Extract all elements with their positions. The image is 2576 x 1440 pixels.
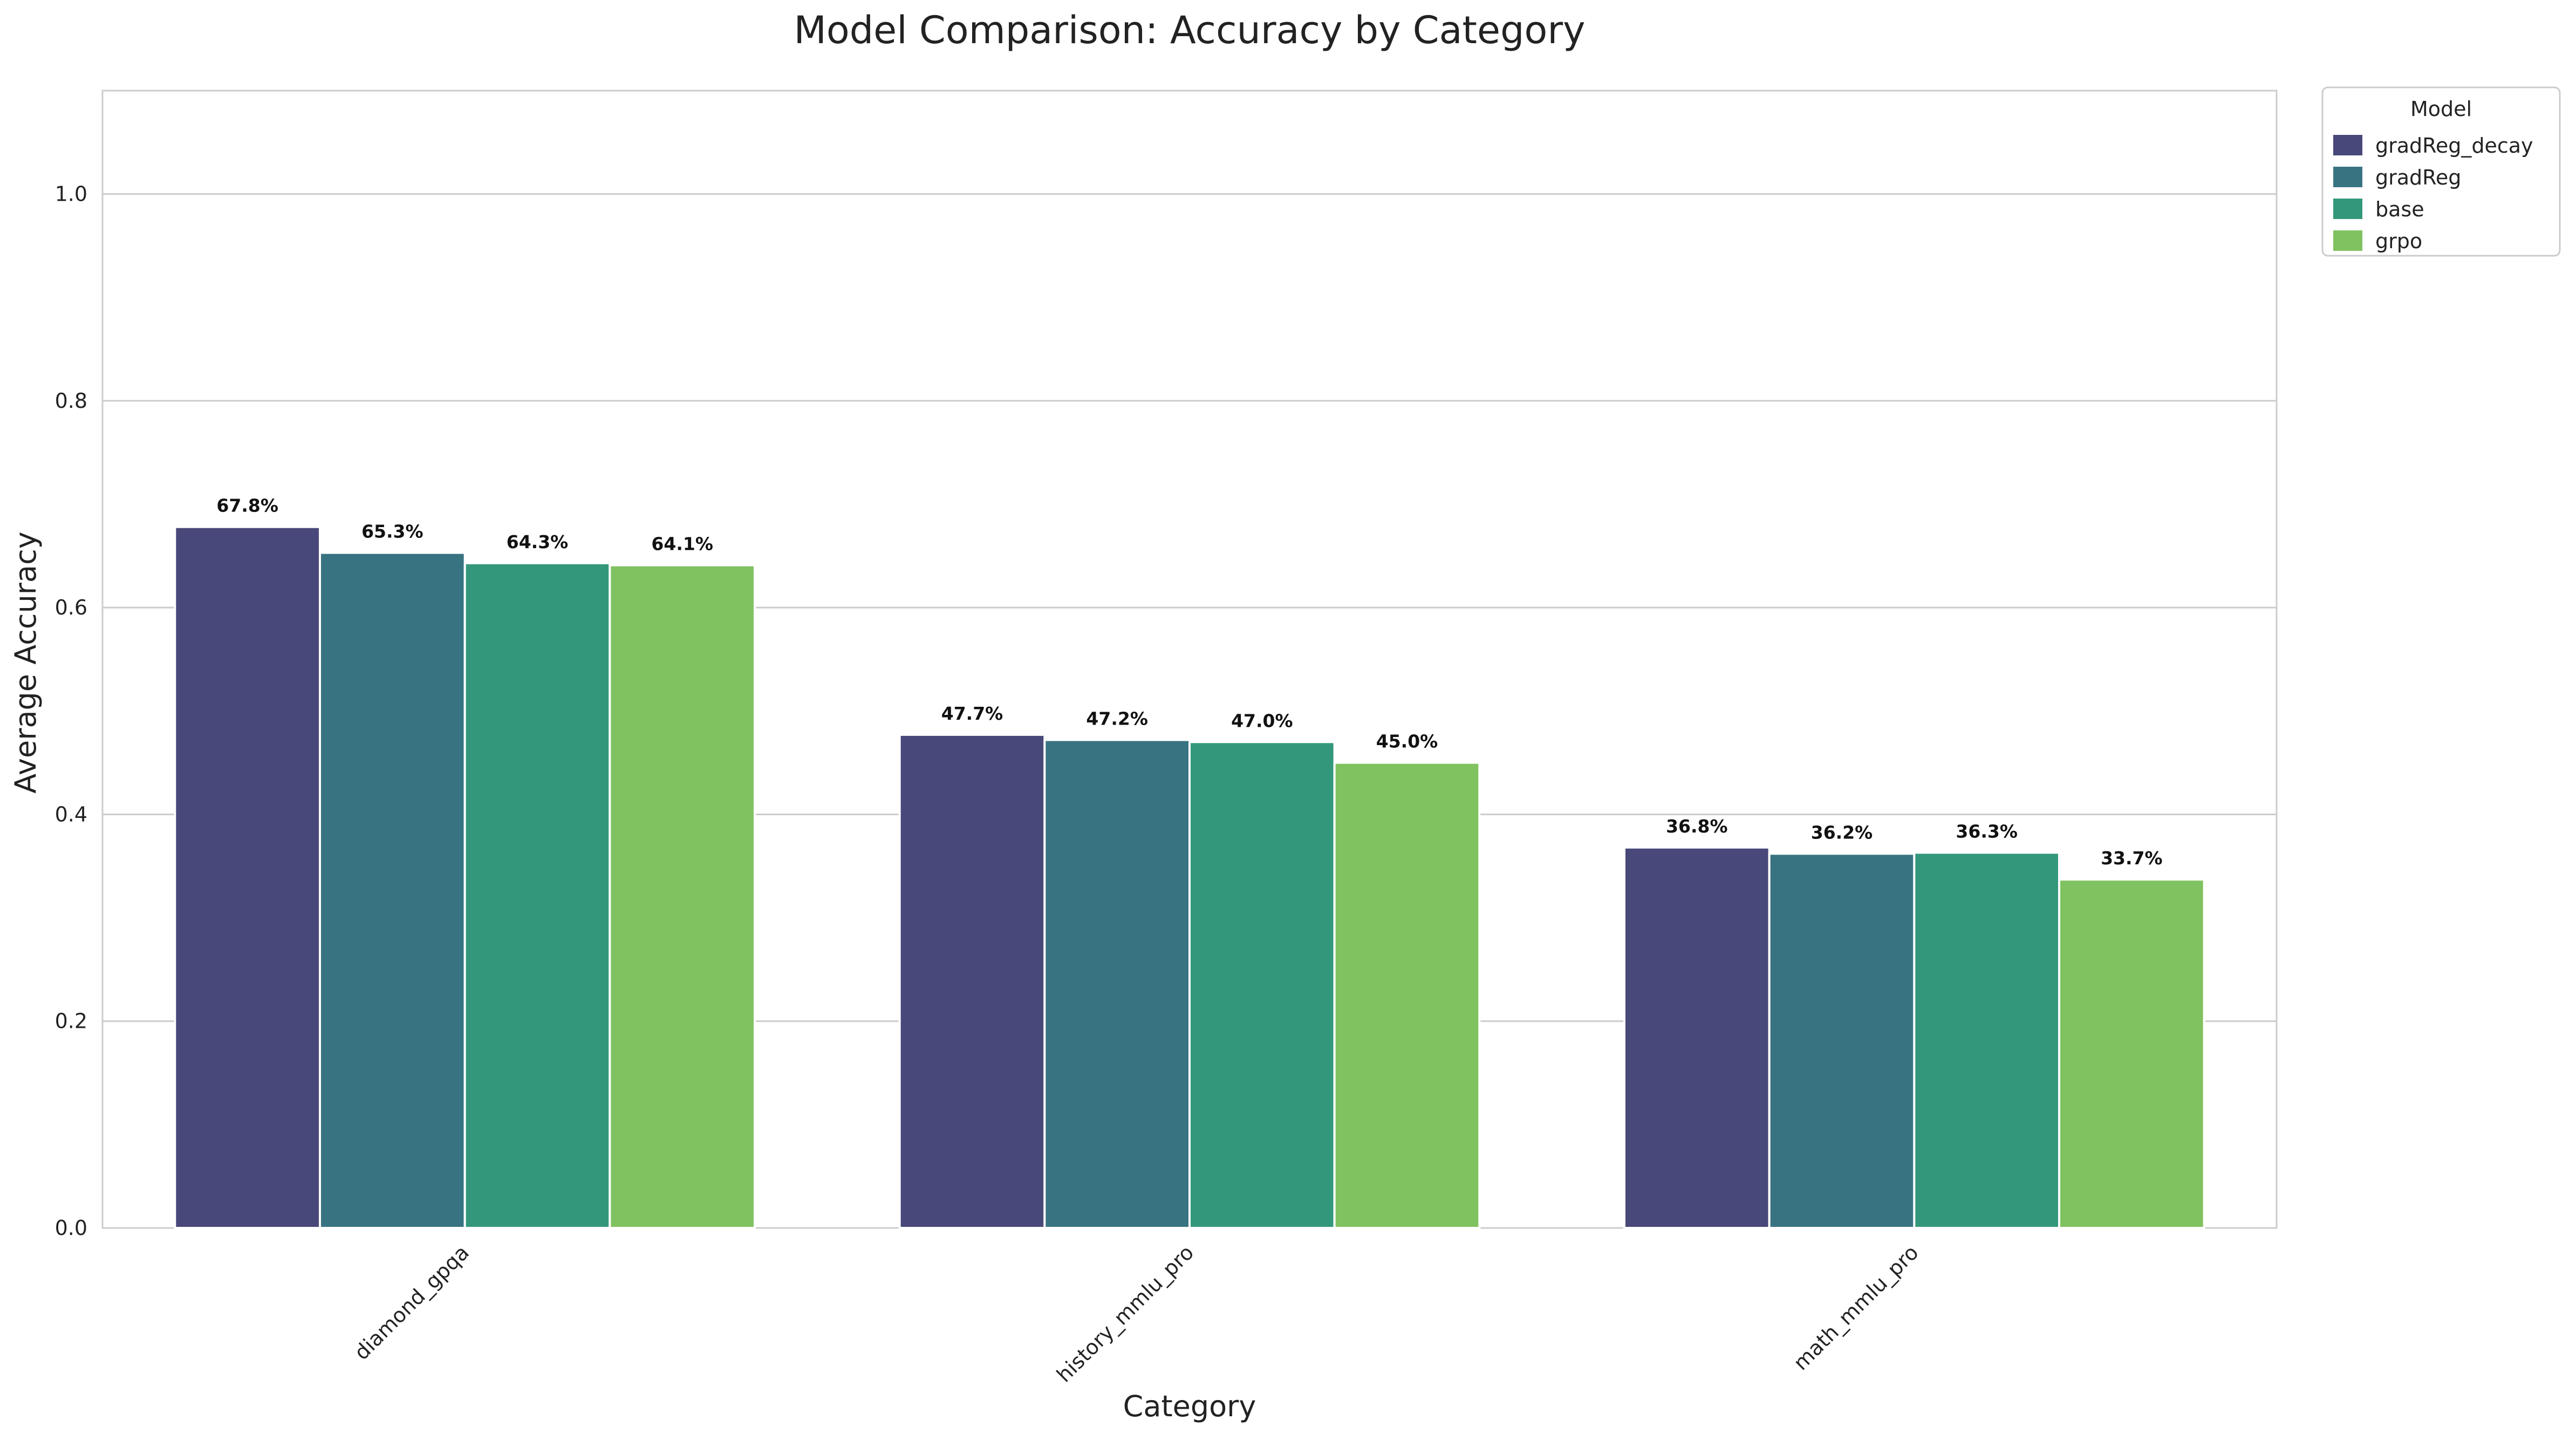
chart-title: Model Comparison: Accuracy by Category bbox=[794, 8, 1585, 52]
legend-swatch-gradReg_decay bbox=[2333, 135, 2362, 155]
x-tick-labels: diamond_gpqa history_mmlu_pro math_mmlu_pr… bbox=[350, 1240, 1923, 1387]
y-tick-label: 0.8 bbox=[55, 389, 87, 413]
y-tick-labels: 0.0 0.2 0.4 0.6 0.8 1.0 bbox=[55, 182, 87, 1240]
bar-gradReg_decay-diamond_gpqa bbox=[174, 526, 321, 1229]
legend-items: gradReg_decay gradReg base grpo bbox=[2333, 134, 2533, 253]
bar-gradReg-diamond_gpqa bbox=[319, 551, 466, 1229]
x-tick-label: math_mmlu_pro bbox=[1789, 1240, 1923, 1375]
legend-box bbox=[2321, 86, 2561, 257]
legend-swatch-base bbox=[2333, 199, 2362, 219]
bar-value-label: 36.8% bbox=[1666, 816, 1728, 837]
bar-gradReg_decay-math_mmlu_pro bbox=[1623, 846, 1771, 1229]
legend: Model gradReg_decay gradReg base grpo bbox=[2321, 86, 2561, 257]
bar-value-label: 67.8% bbox=[216, 495, 278, 516]
bar-base-history_mmlu_pro bbox=[1188, 741, 1336, 1229]
bar-value-label: 33.7% bbox=[2101, 848, 2163, 869]
bar-grpo-diamond_gpqa bbox=[609, 564, 756, 1229]
legend-title: Model bbox=[2410, 97, 2472, 121]
bar-value-label: 36.3% bbox=[1956, 821, 2018, 842]
bar-value-label: 64.1% bbox=[651, 534, 713, 555]
y-tick-label: 0.0 bbox=[55, 1216, 87, 1240]
bar-value-label: 64.3% bbox=[507, 531, 569, 552]
bar-value-label: 36.2% bbox=[1811, 822, 1873, 843]
legend-swatch-grpo bbox=[2333, 230, 2362, 251]
legend-label-grpo: grpo bbox=[2375, 229, 2422, 253]
bar-base-math_mmlu_pro bbox=[1913, 851, 2060, 1229]
bar-value-label: 47.0% bbox=[1231, 710, 1293, 731]
legend-label-gradReg: gradReg bbox=[2375, 166, 2461, 189]
y-tick-label: 1.0 bbox=[55, 182, 87, 206]
bar-value-label: 47.2% bbox=[1086, 708, 1148, 729]
bar-labels: 67.8% 65.3% 64.3% 64.1% 47.7% 47.2% 47.0% 45.0%… bbox=[216, 495, 2162, 869]
y-tick-label: 0.2 bbox=[55, 1009, 87, 1033]
legend-label-base: base bbox=[2375, 197, 2424, 221]
x-tick-label: history_mmlu_pro bbox=[1052, 1240, 1198, 1387]
bar-value-label: 47.7% bbox=[941, 703, 1003, 724]
y-tick-label: 0.4 bbox=[55, 802, 87, 826]
bar-gradReg_decay-history_mmlu_pro bbox=[898, 733, 1046, 1229]
bar-grpo-math_mmlu_pro bbox=[2058, 878, 2205, 1229]
y-axis-label: Average Accuracy bbox=[9, 531, 43, 793]
bar-base-diamond_gpqa bbox=[463, 562, 611, 1229]
bar-value-label: 45.0% bbox=[1376, 731, 1438, 752]
bar-grpo-history_mmlu_pro bbox=[1333, 761, 1481, 1229]
y-tick-label: 0.6 bbox=[55, 596, 87, 619]
bar-gradReg-history_mmlu_pro bbox=[1043, 739, 1191, 1229]
legend-swatch-gradReg bbox=[2333, 167, 2362, 187]
bar-gradReg-math_mmlu_pro bbox=[1768, 852, 1916, 1229]
x-axis-label: Category bbox=[1123, 1389, 1256, 1423]
legend-label-gradReg_decay: gradReg_decay bbox=[2375, 134, 2533, 158]
bar-value-label: 65.3% bbox=[361, 521, 423, 542]
bars bbox=[174, 526, 2205, 1229]
x-tick-label: diamond_gpqa bbox=[350, 1240, 474, 1364]
